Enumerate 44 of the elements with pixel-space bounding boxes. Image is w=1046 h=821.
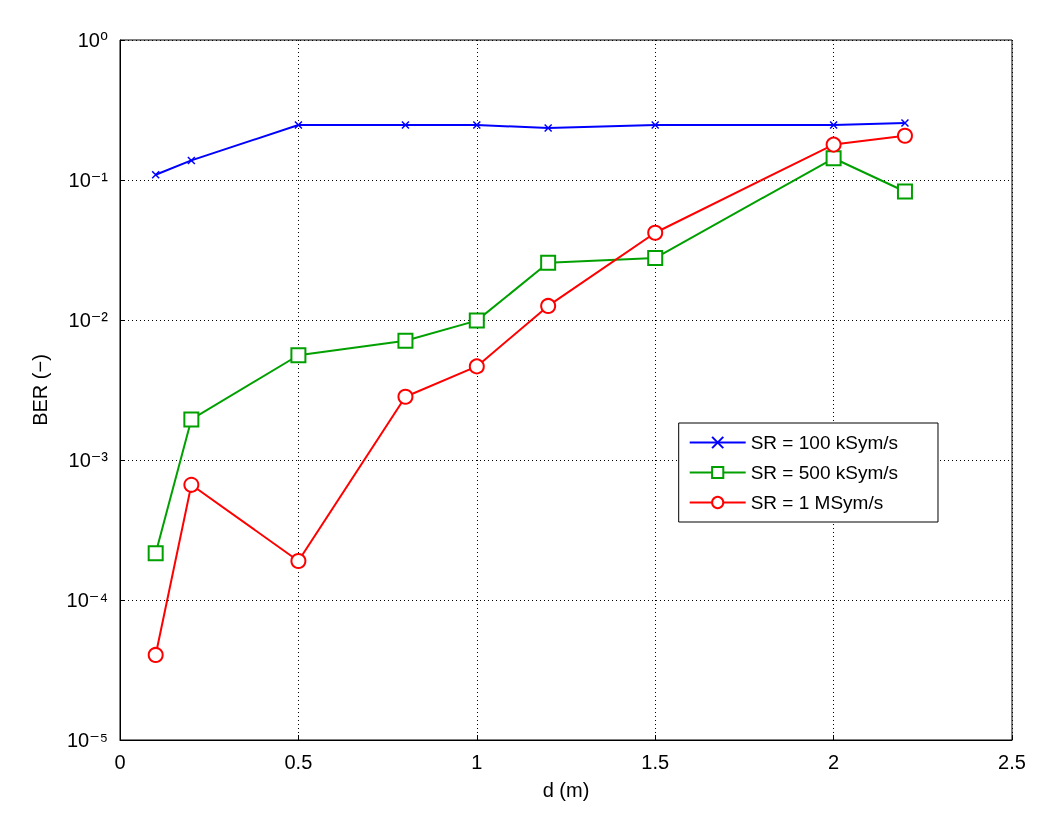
legend-label: SR = 1 MSym/s — [750, 492, 884, 513]
point — [147, 545, 164, 562]
point — [896, 183, 913, 200]
x-tick-label: 2 — [828, 751, 840, 773]
x-tick-label: 1.5 — [641, 751, 670, 773]
point — [900, 118, 910, 128]
y-axis-title: BER (−) — [29, 354, 51, 426]
point — [401, 120, 410, 130]
point — [540, 297, 557, 314]
point — [147, 646, 164, 663]
x-tick-label: 0.5 — [284, 751, 313, 773]
x-tick-label: 0 — [114, 751, 126, 773]
point — [183, 411, 200, 428]
point — [825, 136, 842, 153]
y-tick-label: 10⁻⁴ — [66, 589, 108, 611]
point — [472, 120, 482, 130]
point — [825, 150, 842, 167]
point — [290, 552, 307, 569]
point — [294, 120, 303, 130]
legend-label: SR = 100 kSym/s — [750, 432, 899, 453]
y-tick-label: 10⁻² — [68, 309, 109, 331]
point — [896, 127, 913, 144]
point — [187, 156, 196, 165]
point — [540, 254, 557, 271]
point — [543, 123, 553, 133]
legend-label: SR = 500 kSym/s — [750, 462, 899, 483]
point — [650, 120, 660, 130]
y-tick-label: 10⁰ — [77, 29, 108, 51]
point — [468, 312, 485, 329]
x-tick-label: 2.5 — [998, 751, 1026, 773]
point — [290, 347, 307, 364]
point — [468, 358, 485, 375]
point — [397, 332, 414, 349]
y-tick-label: 10⁻⁵ — [66, 729, 108, 751]
point — [183, 476, 200, 493]
x-axis-title: d (m) — [542, 779, 590, 801]
point — [647, 250, 664, 267]
point — [647, 224, 664, 241]
point — [397, 388, 414, 405]
point — [151, 170, 160, 180]
point — [829, 120, 838, 130]
x-tick-label: 1 — [471, 751, 483, 773]
y-tick-label: 10⁻³ — [68, 449, 109, 471]
y-tick-label: 10⁻¹ — [68, 169, 109, 191]
